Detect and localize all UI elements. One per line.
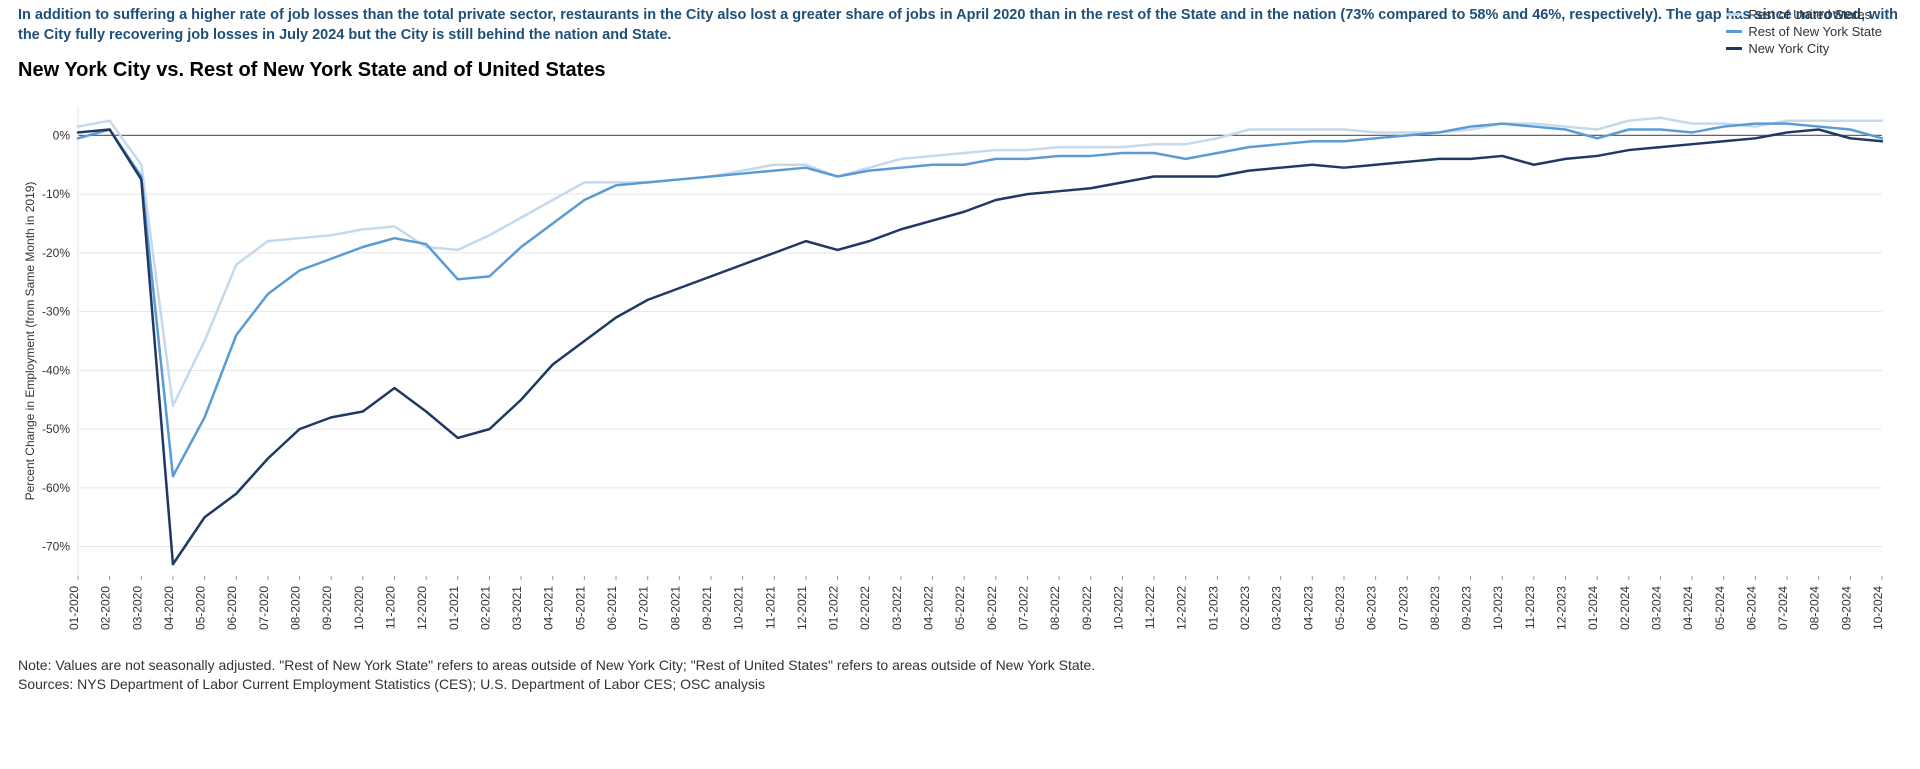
svg-text:01-2021: 01-2021	[447, 586, 461, 630]
svg-text:12-2020: 12-2020	[415, 586, 429, 630]
legend-item: New York City	[1726, 41, 1882, 56]
svg-text:07-2022: 07-2022	[1016, 586, 1030, 630]
svg-text:07-2023: 07-2023	[1396, 586, 1410, 630]
svg-text:08-2022: 08-2022	[1048, 586, 1062, 630]
svg-text:12-2021: 12-2021	[795, 586, 809, 630]
svg-text:04-2023: 04-2023	[1301, 586, 1315, 630]
svg-text:10-2024: 10-2024	[1871, 586, 1885, 630]
svg-text:02-2024: 02-2024	[1618, 586, 1632, 630]
svg-text:Percent Change in Employment (: Percent Change in Employment (from Same …	[23, 182, 37, 501]
svg-text:12-2022: 12-2022	[1175, 586, 1189, 630]
svg-text:01-2023: 01-2023	[1206, 586, 1220, 630]
svg-text:-60%: -60%	[42, 481, 70, 495]
svg-text:-20%: -20%	[42, 246, 70, 260]
svg-text:10-2020: 10-2020	[352, 586, 366, 630]
line-chart: 0% -10% -20% -30% -40% -50% -60% -70% 01-2020 02-…	[18, 86, 1902, 646]
svg-text:07-2020: 07-2020	[257, 586, 271, 630]
svg-text:11-2023: 11-2023	[1523, 586, 1537, 629]
svg-text:03-2022: 03-2022	[890, 586, 904, 630]
svg-text:02-2021: 02-2021	[478, 586, 492, 630]
svg-text:10-2023: 10-2023	[1491, 586, 1505, 630]
svg-text:11-2020: 11-2020	[383, 586, 397, 629]
legend-swatch	[1726, 30, 1742, 33]
chart-legend: Rest of United States Rest of New York St…	[1726, 7, 1882, 58]
legend-swatch	[1726, 13, 1742, 16]
svg-text:03-2023: 03-2023	[1270, 586, 1284, 630]
svg-text:0%: 0%	[53, 129, 71, 143]
svg-text:06-2020: 06-2020	[225, 586, 239, 630]
svg-text:05-2022: 05-2022	[953, 586, 967, 630]
svg-text:02-2023: 02-2023	[1238, 586, 1252, 630]
legend-swatch	[1726, 47, 1742, 50]
svg-text:09-2021: 09-2021	[700, 586, 714, 630]
svg-text:-70%: -70%	[42, 540, 70, 554]
svg-text:01-2024: 01-2024	[1586, 586, 1600, 630]
svg-text:04-2021: 04-2021	[542, 586, 556, 630]
svg-text:08-2023: 08-2023	[1428, 586, 1442, 630]
svg-text:08-2020: 08-2020	[289, 586, 303, 630]
intro-paragraph: In addition to suffering a higher rate o…	[18, 6, 1902, 45]
svg-text:06-2023: 06-2023	[1365, 586, 1379, 630]
note-line-1: Note: Values are not seasonally adjusted…	[18, 656, 1902, 675]
svg-text:04-2024: 04-2024	[1681, 586, 1695, 630]
svg-text:07-2024: 07-2024	[1776, 586, 1790, 630]
svg-text:-50%: -50%	[42, 422, 70, 436]
svg-text:01-2022: 01-2022	[827, 586, 841, 630]
svg-text:03-2024: 03-2024	[1649, 586, 1663, 630]
svg-text:-40%: -40%	[42, 364, 70, 378]
svg-text:06-2021: 06-2021	[605, 586, 619, 630]
legend-item: Rest of United States	[1726, 7, 1882, 22]
svg-text:10-2021: 10-2021	[732, 586, 746, 630]
legend-label: Rest of New York State	[1748, 24, 1882, 39]
svg-text:08-2024: 08-2024	[1808, 586, 1822, 630]
chart-container: New York City vs. Rest of New York State…	[18, 59, 1902, 646]
svg-text:09-2022: 09-2022	[1080, 586, 1094, 630]
svg-text:02-2022: 02-2022	[858, 586, 872, 630]
legend-label: Rest of United States	[1748, 7, 1871, 22]
svg-text:05-2020: 05-2020	[194, 586, 208, 630]
note-line-2: Sources: NYS Department of Labor Current…	[18, 675, 1902, 694]
svg-text:06-2022: 06-2022	[985, 586, 999, 630]
legend-item: Rest of New York State	[1726, 24, 1882, 39]
svg-text:07-2021: 07-2021	[637, 586, 651, 630]
chart-note: Note: Values are not seasonally adjusted…	[18, 656, 1902, 694]
svg-text:09-2020: 09-2020	[320, 586, 334, 630]
svg-text:09-2023: 09-2023	[1460, 586, 1474, 630]
svg-text:05-2021: 05-2021	[573, 586, 587, 630]
svg-text:05-2023: 05-2023	[1333, 586, 1347, 630]
svg-text:-10%: -10%	[42, 187, 70, 201]
svg-text:01-2020: 01-2020	[67, 586, 81, 630]
svg-text:08-2021: 08-2021	[668, 586, 682, 630]
svg-text:04-2022: 04-2022	[922, 586, 936, 630]
svg-text:09-2024: 09-2024	[1839, 586, 1853, 630]
svg-text:06-2024: 06-2024	[1744, 586, 1758, 630]
legend-label: New York City	[1748, 41, 1829, 56]
svg-text:10-2022: 10-2022	[1111, 586, 1125, 630]
svg-text:05-2024: 05-2024	[1713, 586, 1727, 630]
svg-text:02-2020: 02-2020	[99, 586, 113, 630]
svg-text:04-2020: 04-2020	[162, 586, 176, 630]
svg-text:11-2022: 11-2022	[1143, 586, 1157, 629]
svg-text:03-2020: 03-2020	[130, 586, 144, 630]
chart-title: New York City vs. Rest of New York State…	[18, 59, 1902, 82]
svg-text:-30%: -30%	[42, 305, 70, 319]
svg-text:11-2021: 11-2021	[763, 586, 777, 629]
svg-text:03-2021: 03-2021	[510, 586, 524, 630]
svg-text:12-2023: 12-2023	[1555, 586, 1569, 630]
